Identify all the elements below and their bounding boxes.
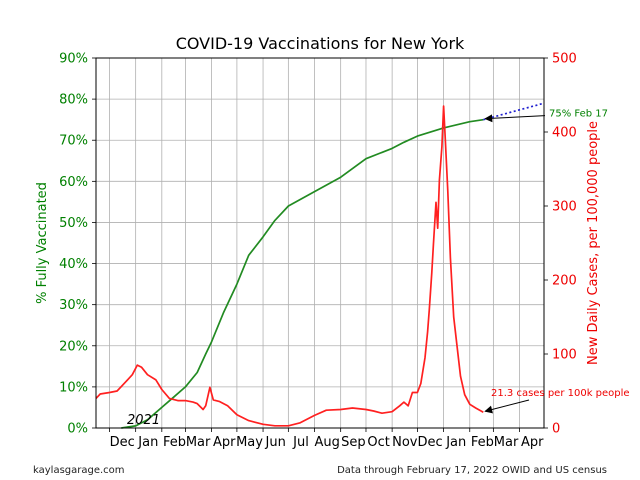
x-tick-label: Jan xyxy=(137,435,158,450)
y-axis-label-left: % Fully Vaccinated xyxy=(35,182,50,304)
left-tick-label: 90% xyxy=(59,52,88,67)
left-tick-label: 50% xyxy=(59,216,88,231)
plot-area xyxy=(95,102,545,429)
annotation-label: 75% Feb 17 xyxy=(549,109,608,120)
annotation-label: 21.3 cases per 100k people xyxy=(491,388,630,399)
left-tick-label: 80% xyxy=(59,93,88,108)
vaccinated-line xyxy=(121,118,484,429)
annotations: 75% Feb 17 21.3 cases per 100k people xyxy=(484,109,630,414)
x-tick-label: Jan xyxy=(445,435,466,450)
daily-cases-line xyxy=(95,105,484,427)
chart-title: COVID-19 Vaccinations for New York xyxy=(176,34,465,53)
left-tick-label: 30% xyxy=(59,298,88,313)
right-axis: 0 100 200 300 400 500 xyxy=(544,52,577,437)
x-tick-label: Nov xyxy=(392,435,418,450)
left-tick-label: 60% xyxy=(59,175,88,190)
footer-source-left: kaylasgarage.com xyxy=(33,465,125,476)
right-tick-label: 400 xyxy=(552,126,577,141)
x-tick-label: Dec xyxy=(418,435,443,450)
left-tick-label: 20% xyxy=(59,339,88,354)
annotation-arrow xyxy=(484,399,530,414)
y-axis-label-right: New Daily Cases, per 100,000 people xyxy=(586,121,601,365)
left-tick-label: 10% xyxy=(59,380,88,395)
x-axis: Dec Jan Feb Mar Apr May Jun Jul Aug Sep Oct Nov Dec J… xyxy=(109,428,544,450)
x-tick-label: Jul xyxy=(292,435,309,450)
footer-source-right: Data through February 17, 2022 OWID and … xyxy=(337,465,607,476)
left-axis: 0% 10% 20% 30% 40% 50% 60% 70% 80% 90% xyxy=(59,52,96,437)
x-tick-label: Feb xyxy=(471,435,494,450)
x-tick-label: Apr xyxy=(521,435,544,450)
left-tick-label: 0% xyxy=(67,422,88,437)
year-label: 2021 xyxy=(127,413,160,428)
x-tick-label: May xyxy=(236,435,263,450)
right-tick-label: 100 xyxy=(552,348,577,363)
left-tick-label: 70% xyxy=(59,134,88,149)
right-tick-label: 0 xyxy=(552,422,560,437)
x-tick-label: Dec xyxy=(110,435,135,450)
x-tick-label: Feb xyxy=(163,435,186,450)
x-tick-label: Jun xyxy=(265,435,286,450)
plot-frame xyxy=(95,57,545,429)
right-tick-label: 500 xyxy=(552,52,577,67)
right-tick-label: 300 xyxy=(552,200,577,215)
right-tick-label: 200 xyxy=(552,274,577,289)
x-tick-label: Aug xyxy=(314,435,339,450)
grid xyxy=(96,58,544,428)
vaccinated-projection-line xyxy=(483,102,545,121)
x-tick-label: Sep xyxy=(341,435,366,450)
annotation-arrow xyxy=(484,114,546,123)
x-tick-label: Apr xyxy=(213,435,236,450)
x-tick-label: Oct xyxy=(367,435,389,450)
x-tick-label: Mar xyxy=(186,435,211,450)
left-tick-label: 40% xyxy=(59,257,88,272)
x-tick-label: Mar xyxy=(494,435,519,450)
